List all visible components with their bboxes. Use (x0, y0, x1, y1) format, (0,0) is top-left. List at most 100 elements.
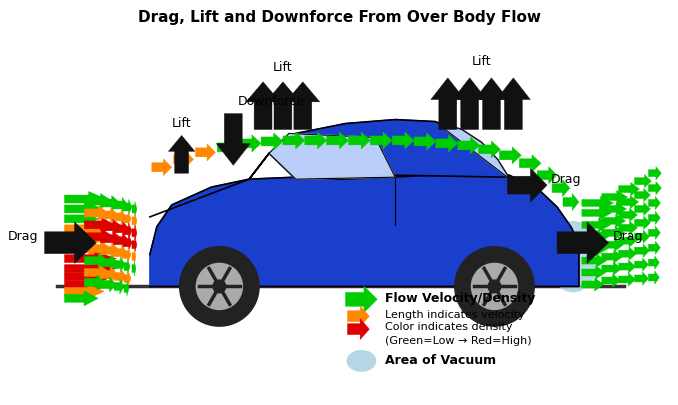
Polygon shape (436, 135, 458, 152)
Polygon shape (348, 306, 370, 326)
Polygon shape (582, 254, 607, 267)
Polygon shape (602, 202, 626, 215)
Polygon shape (114, 209, 126, 224)
Polygon shape (124, 211, 131, 226)
Polygon shape (370, 132, 392, 149)
Polygon shape (414, 133, 436, 150)
Polygon shape (152, 159, 172, 176)
Polygon shape (132, 225, 137, 240)
Polygon shape (150, 173, 579, 286)
Circle shape (213, 280, 226, 293)
Polygon shape (64, 241, 106, 256)
Polygon shape (124, 271, 131, 286)
Polygon shape (124, 281, 129, 296)
Polygon shape (648, 181, 661, 195)
Polygon shape (64, 277, 110, 292)
Polygon shape (648, 256, 659, 269)
Polygon shape (84, 265, 110, 280)
Polygon shape (100, 243, 120, 258)
Polygon shape (64, 251, 116, 266)
Text: Area of Vacuum: Area of Vacuum (385, 354, 496, 367)
Polygon shape (64, 261, 116, 276)
Polygon shape (582, 206, 612, 220)
Polygon shape (261, 133, 283, 150)
Polygon shape (174, 151, 193, 168)
Polygon shape (348, 319, 370, 339)
Polygon shape (635, 216, 650, 230)
Polygon shape (453, 78, 487, 130)
Circle shape (180, 247, 259, 326)
Polygon shape (239, 135, 261, 152)
Polygon shape (64, 211, 98, 226)
Text: Downforce: Downforce (238, 95, 305, 108)
Text: Flow Velocity/Density: Flow Velocity/Density (385, 292, 536, 305)
Polygon shape (286, 82, 320, 130)
Polygon shape (132, 213, 137, 228)
Polygon shape (479, 141, 500, 158)
Polygon shape (635, 202, 650, 215)
Polygon shape (519, 155, 541, 172)
Polygon shape (100, 277, 116, 292)
Polygon shape (64, 284, 104, 299)
Polygon shape (84, 241, 112, 256)
Polygon shape (392, 132, 414, 149)
Polygon shape (84, 275, 106, 290)
Polygon shape (114, 245, 127, 260)
Text: Drag, Lift and Downforce From Over Body Flow: Drag, Lift and Downforce From Over Body … (138, 10, 541, 26)
Polygon shape (124, 223, 132, 239)
Polygon shape (582, 218, 611, 231)
Ellipse shape (346, 350, 376, 372)
Polygon shape (635, 258, 648, 271)
Polygon shape (557, 222, 609, 264)
Text: (Green=Low → Red=High): (Green=Low → Red=High) (385, 336, 532, 346)
Polygon shape (648, 166, 661, 180)
Polygon shape (132, 237, 137, 252)
Polygon shape (216, 114, 250, 165)
Polygon shape (327, 132, 348, 149)
Ellipse shape (547, 221, 599, 292)
Polygon shape (348, 132, 370, 149)
Polygon shape (475, 78, 508, 130)
Polygon shape (100, 267, 118, 282)
Polygon shape (124, 235, 132, 250)
Circle shape (455, 247, 534, 326)
Polygon shape (114, 257, 125, 272)
Polygon shape (64, 192, 106, 207)
Text: Drag: Drag (613, 230, 643, 243)
Polygon shape (507, 168, 547, 202)
Polygon shape (124, 259, 130, 274)
Polygon shape (64, 269, 114, 284)
Polygon shape (602, 214, 626, 228)
Polygon shape (246, 82, 280, 130)
Polygon shape (283, 132, 305, 149)
Polygon shape (435, 122, 507, 177)
Polygon shape (635, 272, 648, 285)
Polygon shape (100, 255, 118, 270)
Polygon shape (269, 134, 395, 179)
Polygon shape (582, 278, 603, 291)
Polygon shape (602, 250, 622, 263)
Polygon shape (132, 201, 137, 217)
Circle shape (488, 280, 501, 293)
Polygon shape (618, 208, 637, 222)
Polygon shape (563, 194, 579, 211)
Polygon shape (218, 139, 239, 156)
Polygon shape (648, 196, 660, 210)
Polygon shape (64, 221, 112, 237)
Polygon shape (45, 222, 96, 264)
Polygon shape (114, 197, 128, 213)
Polygon shape (195, 144, 216, 161)
Polygon shape (305, 132, 327, 149)
Polygon shape (266, 82, 300, 130)
Polygon shape (635, 244, 650, 257)
Polygon shape (618, 273, 635, 286)
Polygon shape (84, 229, 114, 244)
Text: Lift: Lift (273, 61, 293, 74)
Polygon shape (84, 217, 114, 232)
Polygon shape (124, 247, 131, 262)
Polygon shape (114, 269, 126, 284)
Polygon shape (114, 279, 124, 294)
Polygon shape (602, 238, 624, 252)
Polygon shape (168, 135, 195, 173)
Polygon shape (635, 230, 650, 243)
